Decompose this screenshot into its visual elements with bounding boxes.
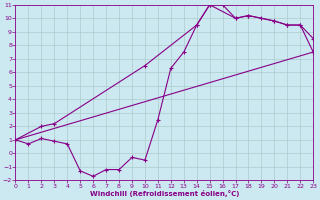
X-axis label: Windchill (Refroidissement éolien,°C): Windchill (Refroidissement éolien,°C) <box>90 190 239 197</box>
